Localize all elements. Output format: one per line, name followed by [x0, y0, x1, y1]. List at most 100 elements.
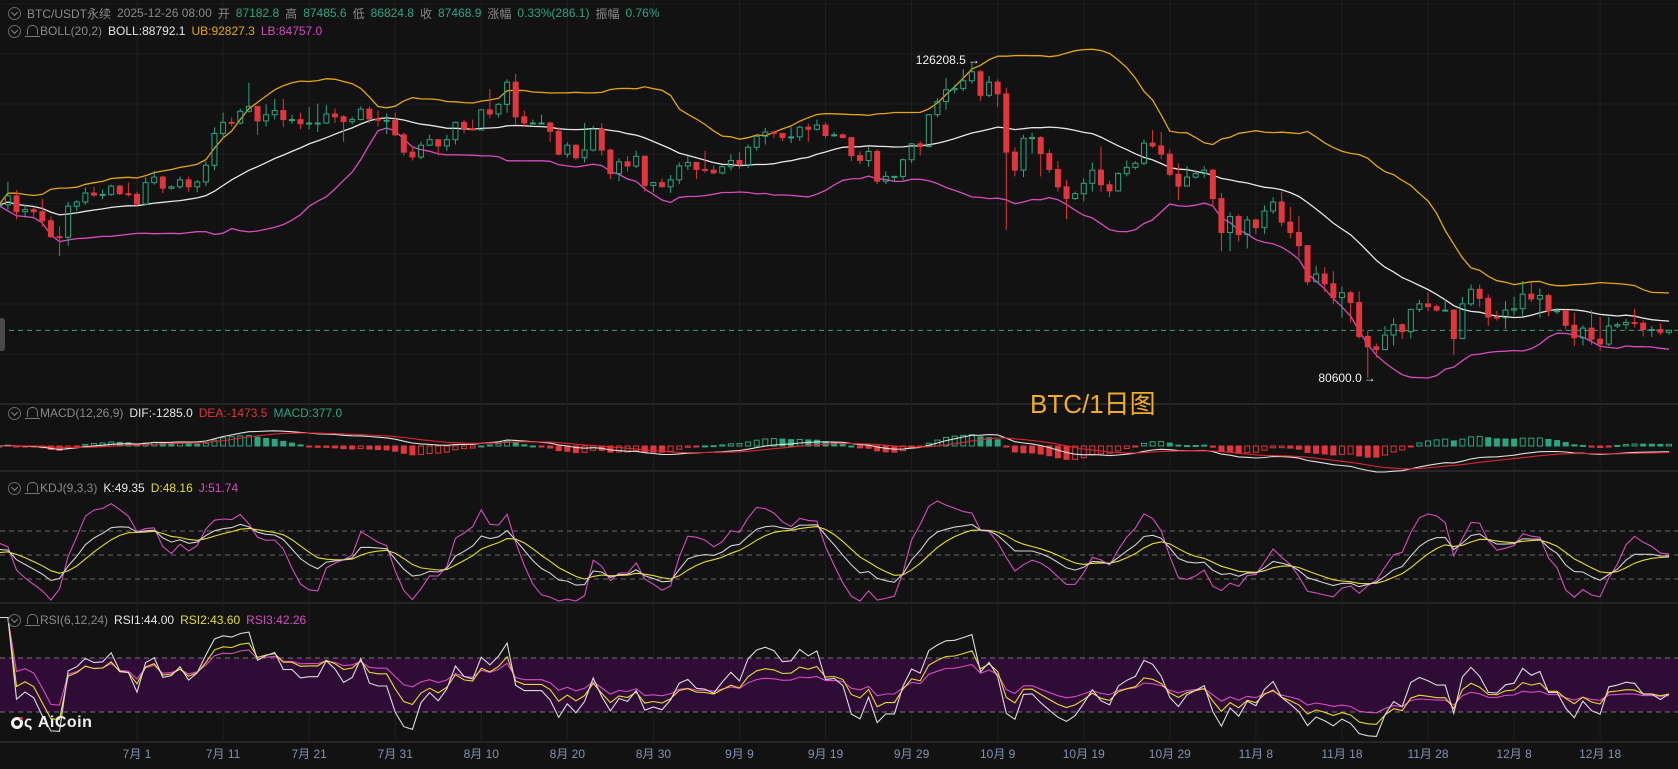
candle: [1097, 146, 1104, 192]
candle: [1519, 281, 1526, 317]
candle: [1149, 129, 1156, 148]
kdj-name[interactable]: KDJ(9,3,3): [40, 481, 98, 495]
symbol-label[interactable]: BTC/USDT永续: [27, 6, 112, 21]
collapse-chevron-icon[interactable]: [8, 6, 21, 20]
candle-body-down: [856, 155, 863, 161]
x-axis-tick-label: 7月 1: [123, 747, 152, 761]
macd-bar-negative: [1252, 445, 1259, 453]
open-label: 开: [217, 6, 230, 21]
macd-bar-positive: [529, 445, 536, 448]
macd-bar-positive: [1493, 438, 1500, 447]
macd-bar-negative: [1106, 445, 1113, 454]
macd-bar-negative: [452, 445, 459, 451]
candle-body-up: [357, 108, 364, 121]
candle-body-down: [1166, 153, 1173, 175]
candle: [47, 216, 54, 239]
candle: [1072, 191, 1079, 200]
candle: [202, 161, 209, 187]
candle: [943, 77, 950, 110]
macd-bar-positive: [512, 442, 519, 447]
candle: [865, 147, 872, 167]
candle-body-down: [1003, 93, 1010, 153]
bell-icon[interactable]: [25, 407, 40, 419]
candle: [1029, 132, 1036, 154]
datetime-label: 2025-12-26 08:00: [117, 6, 212, 20]
collapse-chevron-icon[interactable]: [8, 613, 21, 627]
candle: [1201, 165, 1208, 178]
candle: [1140, 139, 1147, 166]
candle-body-up: [684, 162, 691, 167]
collapse-chevron-icon[interactable]: [8, 481, 21, 495]
candle-body-up: [1140, 142, 1147, 164]
sidebar-collapse-handle[interactable]: [0, 318, 5, 351]
candle: [1476, 284, 1483, 307]
candle: [13, 190, 20, 220]
macd-bar-positive: [951, 435, 958, 447]
candle-body-up: [271, 110, 278, 116]
macd-bar-negative: [1278, 445, 1285, 449]
candle-body-up: [831, 134, 838, 137]
candle-body-up: [263, 114, 270, 122]
macd-bar-positive: [254, 436, 261, 447]
amplitude-label: 振幅: [595, 6, 620, 21]
kdj-k-line: [0, 523, 1669, 588]
candle-body-up: [1554, 310, 1561, 313]
candle-body-up: [151, 176, 158, 184]
candle-body-up: [418, 144, 425, 158]
candle: [99, 189, 106, 200]
macd-bar-positive: [1416, 442, 1423, 447]
candle-body-up: [986, 81, 993, 96]
macd-name[interactable]: MACD(12,26,9): [40, 406, 124, 420]
candle: [495, 102, 502, 118]
x-axis-tick-label: 9月 19: [808, 747, 844, 761]
rsi-band: [0, 658, 1678, 712]
candle-body-down: [39, 211, 46, 222]
macd-bar-positive: [788, 439, 795, 447]
bell-icon[interactable]: [25, 482, 40, 494]
candle-body-down: [555, 130, 562, 155]
candle-body-up: [1416, 303, 1423, 310]
macd-bar-positive: [1579, 444, 1586, 447]
bell-icon[interactable]: [25, 25, 40, 37]
macd-bar-positive: [702, 445, 709, 448]
collapse-chevron-icon[interactable]: [8, 406, 21, 420]
macd-bar-positive: [1631, 443, 1638, 447]
macd-bar-positive: [719, 444, 726, 447]
candle: [1459, 296, 1466, 340]
macd-dea-line: [0, 432, 1670, 470]
change-label: 涨幅: [487, 6, 512, 21]
macd-bar-positive: [1571, 444, 1578, 447]
candle: [306, 107, 313, 130]
boll-upper-line: [0, 48, 1670, 294]
candle: [331, 108, 338, 124]
candle-body-up: [1442, 309, 1449, 312]
candle: [1493, 310, 1500, 321]
candle-body-down: [228, 121, 235, 124]
collapse-chevron-icon[interactable]: [8, 24, 21, 38]
candle: [994, 79, 1001, 108]
macd-bar-positive: [960, 434, 967, 447]
candle-body-down: [1252, 219, 1259, 229]
candle: [30, 206, 37, 217]
candle-body-up: [745, 146, 752, 166]
candle-body-down: [994, 81, 1001, 95]
candle: [1433, 304, 1440, 312]
rsi-name[interactable]: RSI(6,12,24): [40, 613, 109, 627]
rsi2-line: [0, 616, 1670, 725]
candle: [736, 152, 743, 169]
candle-body-down: [1476, 288, 1483, 299]
candle-body-down: [598, 128, 605, 151]
candle: [1175, 163, 1182, 200]
candle-body-up: [1184, 176, 1191, 187]
macd-bar-negative: [1097, 445, 1104, 455]
candle: [357, 106, 364, 121]
candle-body-down: [607, 149, 614, 175]
candle: [650, 181, 657, 193]
x-axis-tick-label: 9月 9: [725, 747, 754, 761]
candle-body-up: [753, 135, 760, 148]
bell-icon[interactable]: [25, 614, 40, 626]
boll-name[interactable]: BOLL(20,2): [40, 24, 103, 38]
candle-body-up: [1072, 193, 1079, 200]
macd-bar-positive: [228, 436, 235, 447]
